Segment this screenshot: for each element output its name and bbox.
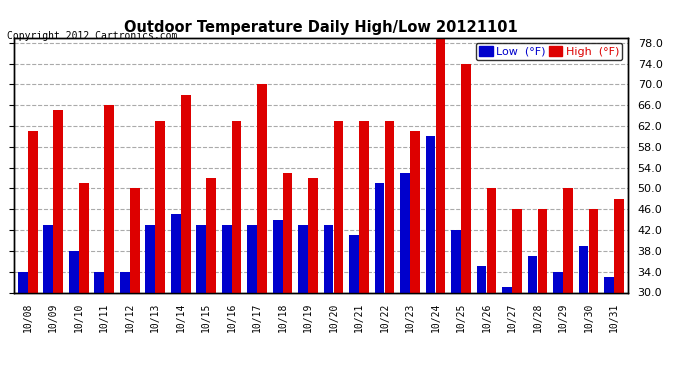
Bar bbox=[410, 131, 420, 292]
Bar bbox=[512, 209, 522, 292]
Bar bbox=[232, 121, 241, 292]
Bar bbox=[477, 267, 486, 292]
Bar bbox=[247, 225, 257, 292]
Bar bbox=[614, 199, 624, 292]
Legend: Low  (°F), High  (°F): Low (°F), High (°F) bbox=[476, 43, 622, 60]
Text: Copyright 2012 Cartronics.com: Copyright 2012 Cartronics.com bbox=[7, 32, 177, 41]
Bar bbox=[181, 95, 190, 292]
Bar bbox=[385, 121, 395, 292]
Bar bbox=[486, 188, 496, 292]
Bar bbox=[400, 173, 410, 292]
Bar bbox=[451, 230, 461, 292]
Bar bbox=[538, 209, 547, 292]
Bar bbox=[324, 225, 333, 292]
Bar bbox=[104, 105, 114, 292]
Bar bbox=[426, 136, 435, 292]
Bar bbox=[502, 287, 512, 292]
Bar bbox=[28, 131, 38, 292]
Bar bbox=[257, 84, 267, 292]
Bar bbox=[375, 183, 384, 292]
Bar bbox=[589, 209, 598, 292]
Bar bbox=[435, 38, 445, 292]
Bar bbox=[553, 272, 563, 292]
Bar bbox=[43, 225, 53, 292]
Bar bbox=[197, 225, 206, 292]
Bar bbox=[171, 214, 181, 292]
Bar bbox=[130, 188, 139, 292]
Bar bbox=[283, 173, 293, 292]
Bar bbox=[120, 272, 130, 292]
Bar bbox=[155, 121, 165, 292]
Bar bbox=[604, 277, 614, 292]
Bar bbox=[69, 251, 79, 292]
Bar bbox=[79, 183, 88, 292]
Bar bbox=[298, 225, 308, 292]
Title: Outdoor Temperature Daily High/Low 20121101: Outdoor Temperature Daily High/Low 20121… bbox=[124, 20, 518, 35]
Bar bbox=[359, 121, 369, 292]
Bar bbox=[461, 63, 471, 292]
Bar bbox=[222, 225, 232, 292]
Bar bbox=[206, 178, 216, 292]
Bar bbox=[528, 256, 538, 292]
Bar bbox=[273, 220, 282, 292]
Bar bbox=[349, 235, 359, 292]
Bar bbox=[18, 272, 28, 292]
Bar bbox=[334, 121, 344, 292]
Bar bbox=[308, 178, 318, 292]
Bar bbox=[53, 110, 63, 292]
Bar bbox=[146, 225, 155, 292]
Bar bbox=[579, 246, 589, 292]
Bar bbox=[563, 188, 573, 292]
Bar bbox=[95, 272, 104, 292]
